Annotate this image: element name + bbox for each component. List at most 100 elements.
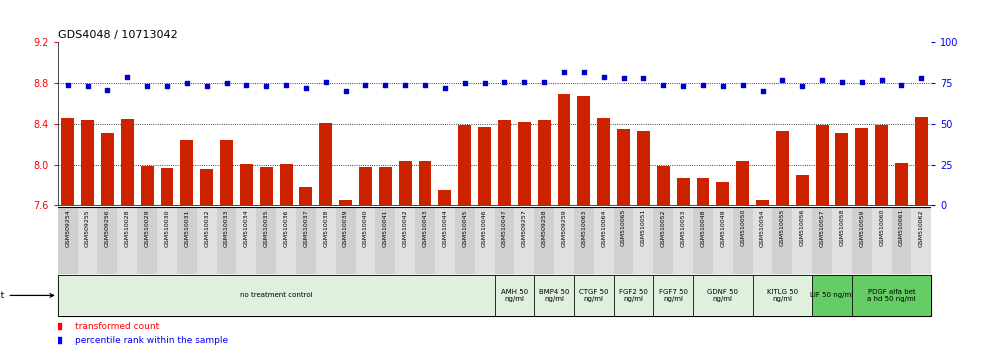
- Bar: [356, 207, 375, 274]
- Text: LIF 50 ng/ml: LIF 50 ng/ml: [811, 292, 854, 298]
- Bar: [538, 120, 551, 205]
- Text: GSM510031: GSM510031: [184, 209, 189, 247]
- Point: [457, 80, 473, 86]
- Bar: [220, 140, 233, 205]
- Text: GSM510044: GSM510044: [442, 209, 447, 247]
- Bar: [236, 207, 256, 274]
- Text: AMH 50
ng/ml: AMH 50 ng/ml: [501, 289, 528, 302]
- Text: agent: agent: [0, 291, 54, 300]
- Text: GSM510056: GSM510056: [800, 209, 805, 246]
- Bar: [518, 122, 531, 205]
- Point: [179, 80, 195, 86]
- Bar: [633, 207, 653, 274]
- Bar: [296, 207, 316, 274]
- Point: [80, 84, 96, 89]
- Bar: [375, 207, 395, 274]
- Bar: [915, 117, 928, 205]
- Bar: [574, 275, 614, 316]
- Bar: [398, 161, 411, 205]
- Bar: [216, 207, 236, 274]
- Text: GSM510055: GSM510055: [780, 209, 785, 246]
- Point: [516, 79, 532, 84]
- Text: GSM510029: GSM510029: [144, 209, 149, 247]
- Bar: [78, 207, 98, 274]
- Text: GSM510042: GSM510042: [402, 209, 407, 247]
- Text: BMP4 50
ng/ml: BMP4 50 ng/ml: [539, 289, 570, 302]
- Bar: [494, 207, 514, 274]
- Text: GSM510053: GSM510053: [680, 209, 685, 247]
- Bar: [58, 275, 494, 316]
- Text: GSM510064: GSM510064: [602, 209, 607, 247]
- Point: [755, 88, 771, 94]
- Bar: [895, 162, 908, 205]
- Point: [735, 82, 751, 88]
- Point: [655, 82, 671, 88]
- Point: [397, 82, 413, 88]
- Bar: [121, 119, 133, 205]
- Bar: [637, 131, 649, 205]
- Text: transformed count: transformed count: [76, 321, 159, 331]
- Point: [218, 80, 234, 86]
- Bar: [280, 164, 293, 205]
- Bar: [81, 120, 94, 205]
- Text: GSM510061: GSM510061: [899, 209, 904, 246]
- Text: GSM510054: GSM510054: [760, 209, 765, 247]
- Point: [616, 75, 631, 81]
- Bar: [816, 125, 829, 205]
- Point: [794, 84, 810, 89]
- Point: [635, 75, 651, 81]
- Bar: [177, 207, 197, 274]
- Point: [318, 79, 334, 84]
- Bar: [578, 96, 591, 205]
- Bar: [260, 167, 273, 205]
- Bar: [455, 207, 475, 274]
- Bar: [653, 275, 693, 316]
- Bar: [693, 275, 753, 316]
- Text: GSM510028: GSM510028: [124, 209, 129, 247]
- Point: [437, 85, 453, 91]
- Bar: [852, 207, 872, 274]
- Bar: [514, 207, 534, 274]
- Text: GSM510030: GSM510030: [164, 209, 169, 247]
- Bar: [418, 161, 431, 205]
- Point: [814, 77, 830, 83]
- Text: GSM510035: GSM510035: [264, 209, 269, 247]
- Text: CTGF 50
ng/ml: CTGF 50 ng/ml: [579, 289, 609, 302]
- Text: GSM510052: GSM510052: [660, 209, 665, 247]
- Bar: [118, 207, 137, 274]
- Text: GSM510037: GSM510037: [304, 209, 309, 247]
- Bar: [792, 207, 812, 274]
- Bar: [240, 164, 253, 205]
- Bar: [160, 168, 173, 205]
- Point: [278, 82, 294, 88]
- Bar: [753, 207, 773, 274]
- Text: FGF2 50
ng/ml: FGF2 50 ng/ml: [620, 289, 648, 302]
- Text: GSM509255: GSM509255: [85, 209, 90, 247]
- Point: [198, 84, 214, 89]
- Bar: [197, 207, 216, 274]
- Bar: [872, 207, 891, 274]
- Bar: [773, 207, 792, 274]
- Text: PDGF alfa bet
a hd 50 ng/ml: PDGF alfa bet a hd 50 ng/ml: [868, 289, 916, 302]
- Bar: [340, 200, 352, 205]
- Bar: [180, 140, 193, 205]
- Bar: [911, 207, 931, 274]
- Text: GSM509259: GSM509259: [562, 209, 567, 247]
- Text: GSM510045: GSM510045: [462, 209, 467, 247]
- Bar: [693, 207, 713, 274]
- Text: GSM510062: GSM510062: [919, 209, 924, 247]
- Bar: [157, 207, 177, 274]
- Point: [715, 84, 731, 89]
- Bar: [494, 275, 534, 316]
- Bar: [574, 207, 594, 274]
- Point: [139, 84, 155, 89]
- Bar: [101, 133, 114, 205]
- Text: GDNF 50
ng/ml: GDNF 50 ng/ml: [707, 289, 738, 302]
- Bar: [336, 207, 356, 274]
- Bar: [852, 275, 931, 316]
- Bar: [812, 275, 852, 316]
- Bar: [378, 167, 391, 205]
- Bar: [756, 200, 769, 205]
- Bar: [594, 207, 614, 274]
- Point: [60, 82, 76, 88]
